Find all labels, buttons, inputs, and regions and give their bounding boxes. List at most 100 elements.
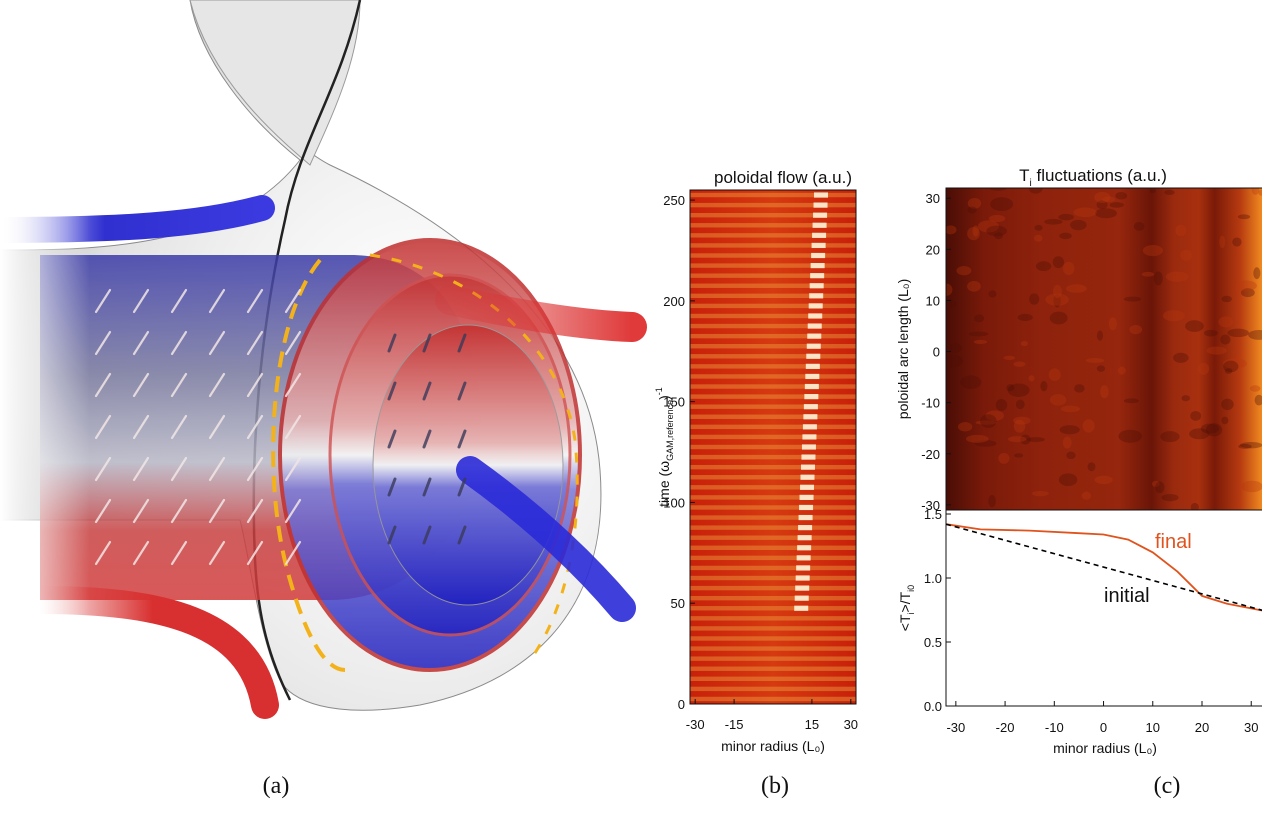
fluctuation-blob <box>1117 366 1126 375</box>
flow-highlight <box>810 262 825 269</box>
fluctuation-blob <box>1020 340 1028 347</box>
flow-arrow <box>208 414 226 440</box>
flow-arrow <box>246 498 264 524</box>
flow-stripe <box>690 454 856 460</box>
flow-arrow <box>457 525 467 545</box>
y-tick-label: 0 <box>678 697 685 712</box>
fluctuation-blob <box>990 197 1014 211</box>
fluctuation-blob <box>1200 423 1220 434</box>
flow-stripe <box>690 475 856 480</box>
fluctuation-blob <box>1237 214 1251 220</box>
flow-arrow <box>246 540 264 566</box>
fluctuation-blob <box>1141 271 1155 277</box>
fluctuation-blob <box>1118 429 1142 443</box>
fluctuation-blob <box>967 280 981 292</box>
fluctuation-blob <box>1094 191 1111 203</box>
flow-stripe <box>690 626 856 631</box>
fluctuation-blob <box>1073 207 1097 218</box>
y-tick-label: 1.5 <box>924 507 942 522</box>
fluctuation-blob <box>1040 381 1048 392</box>
fluctuation-blob <box>1062 436 1072 449</box>
flow-highlight <box>800 484 815 490</box>
chart-c-ylabel: poloidal arc length (L₀) <box>895 279 911 419</box>
flow-highlight <box>806 343 821 349</box>
fluctuation-blob <box>985 410 1005 421</box>
flow-stripe <box>690 394 856 399</box>
flow-stripe <box>690 565 856 571</box>
fluctuation-blob <box>1074 384 1085 393</box>
fluctuation-blob <box>1049 311 1068 325</box>
fluctuation-blob <box>946 225 957 235</box>
flow-arrow <box>170 456 188 482</box>
flow-arrow <box>132 498 150 524</box>
fluctuation-blob <box>1218 316 1234 328</box>
flow-arrow <box>132 414 150 440</box>
fluctuation-blob <box>973 339 988 344</box>
fluctuation-blob <box>968 331 989 337</box>
flow-arrow-loop-2 <box>369 253 579 661</box>
fluctuation-blob <box>1095 208 1117 219</box>
flow-stripe <box>690 323 856 329</box>
flow-highlight <box>809 293 824 299</box>
fluctuation-blob <box>1239 442 1262 449</box>
y-tick-label: 250 <box>663 193 685 208</box>
chart-d-frame <box>945 509 1262 707</box>
fluctuation-blob <box>1221 398 1234 411</box>
fluctuation-blob <box>1096 330 1103 341</box>
fluctuation-blob <box>1197 362 1210 375</box>
fluctuation-blob <box>1058 213 1074 221</box>
flow-stripe <box>690 202 856 208</box>
flow-stripe <box>690 293 856 299</box>
flow-stripe <box>690 253 856 258</box>
fluctuation-blob <box>1096 365 1106 372</box>
fluctuation-blob <box>975 420 997 425</box>
flow-highlight <box>795 575 810 581</box>
fluctuation-blob <box>1035 261 1052 271</box>
flow-highlight <box>807 323 822 329</box>
fluctuation-blob <box>967 226 980 241</box>
fluctuation-blob <box>1115 191 1128 200</box>
fluctuation-blob <box>1029 293 1040 305</box>
flow-arrow <box>208 288 226 314</box>
y-tick-label: 20 <box>926 242 940 257</box>
flow-arrow <box>170 288 188 314</box>
y-tick-label: 10 <box>926 293 940 308</box>
fluctuation-blob <box>1173 352 1189 363</box>
flow-stripe <box>690 434 856 440</box>
fluctuation-blob <box>1142 244 1164 257</box>
y-tick-label: 0 <box>933 345 940 360</box>
flow-stripe <box>690 233 856 238</box>
flow-arrow <box>422 525 432 545</box>
flow-stripe <box>690 374 856 379</box>
caption-c: (c) <box>1154 773 1181 799</box>
flow-highlight <box>796 555 811 561</box>
fluctuation-blob <box>1034 224 1043 231</box>
flow-highlight <box>803 404 818 410</box>
fluctuation-blob <box>1053 284 1062 298</box>
flow-highlight <box>813 202 828 208</box>
fluctuation-blob <box>1003 355 1016 361</box>
flow-highlight <box>804 394 819 400</box>
fluctuation-blob <box>1185 320 1204 332</box>
flow-highlight <box>811 252 826 259</box>
flow-arrow <box>457 381 467 401</box>
flow-arrow <box>457 333 467 353</box>
flow-arrow <box>422 429 432 449</box>
ti-fluctuations-panel: Ti fluctuations (a.u.) 3020100-10-20-30 … <box>895 166 1262 756</box>
fluctuation-blob <box>1006 384 1015 392</box>
fluctuation-blob <box>1180 249 1193 261</box>
flow-arrow <box>246 288 264 314</box>
x-tick-label: 15 <box>805 717 819 732</box>
flow-stripe <box>690 595 856 601</box>
fluctuation-blob <box>1096 200 1108 210</box>
fluctuation-blob <box>1123 296 1142 302</box>
flow-stripe <box>690 676 856 682</box>
flow-stripe <box>690 505 856 510</box>
flow-arrow <box>246 414 264 440</box>
caption-b: (b) <box>761 773 789 799</box>
flow-arrow <box>284 414 302 440</box>
flow-stripe <box>690 384 856 389</box>
flow-stripe <box>690 223 856 228</box>
flow-stripe <box>690 515 856 520</box>
